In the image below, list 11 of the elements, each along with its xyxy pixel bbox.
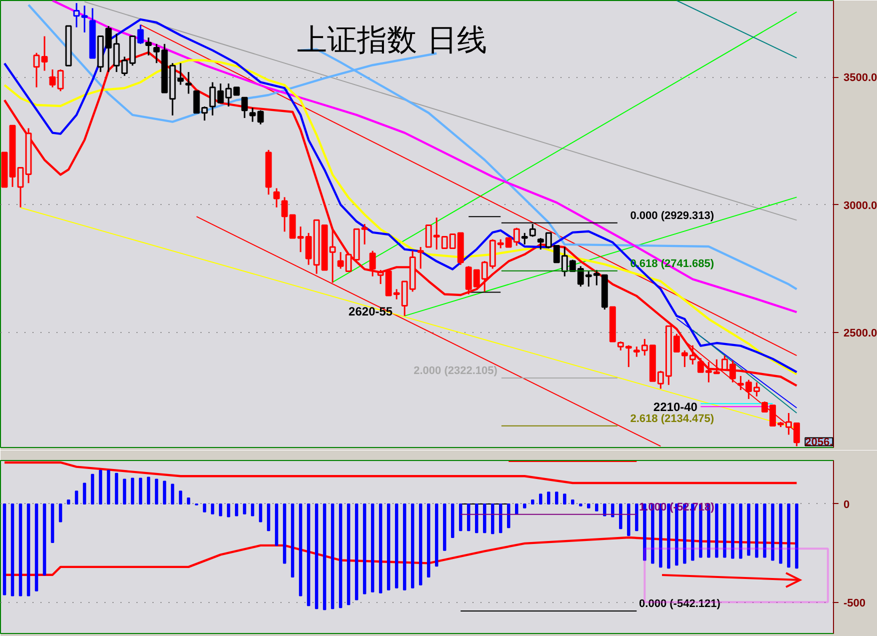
ref-line-label: 0.000 (2929.313) (630, 210, 714, 222)
ref-line-label: 0.000 (-542.121) (639, 598, 721, 610)
y-tick-label: 0 (844, 498, 850, 511)
annotation: 2620-55 (348, 304, 393, 319)
y-tick-label: 3500.0 (844, 72, 877, 84)
ref-line-label: 2.618 (2134.475) (630, 412, 714, 425)
annotation: 2210-40 (653, 400, 698, 414)
text: 上证指数 日线 (297, 23, 487, 58)
y-tick-label: 3000.0 (844, 200, 877, 212)
y-tick-label: -500 (844, 598, 866, 610)
y-tick-label: 2500.0 (844, 328, 877, 340)
